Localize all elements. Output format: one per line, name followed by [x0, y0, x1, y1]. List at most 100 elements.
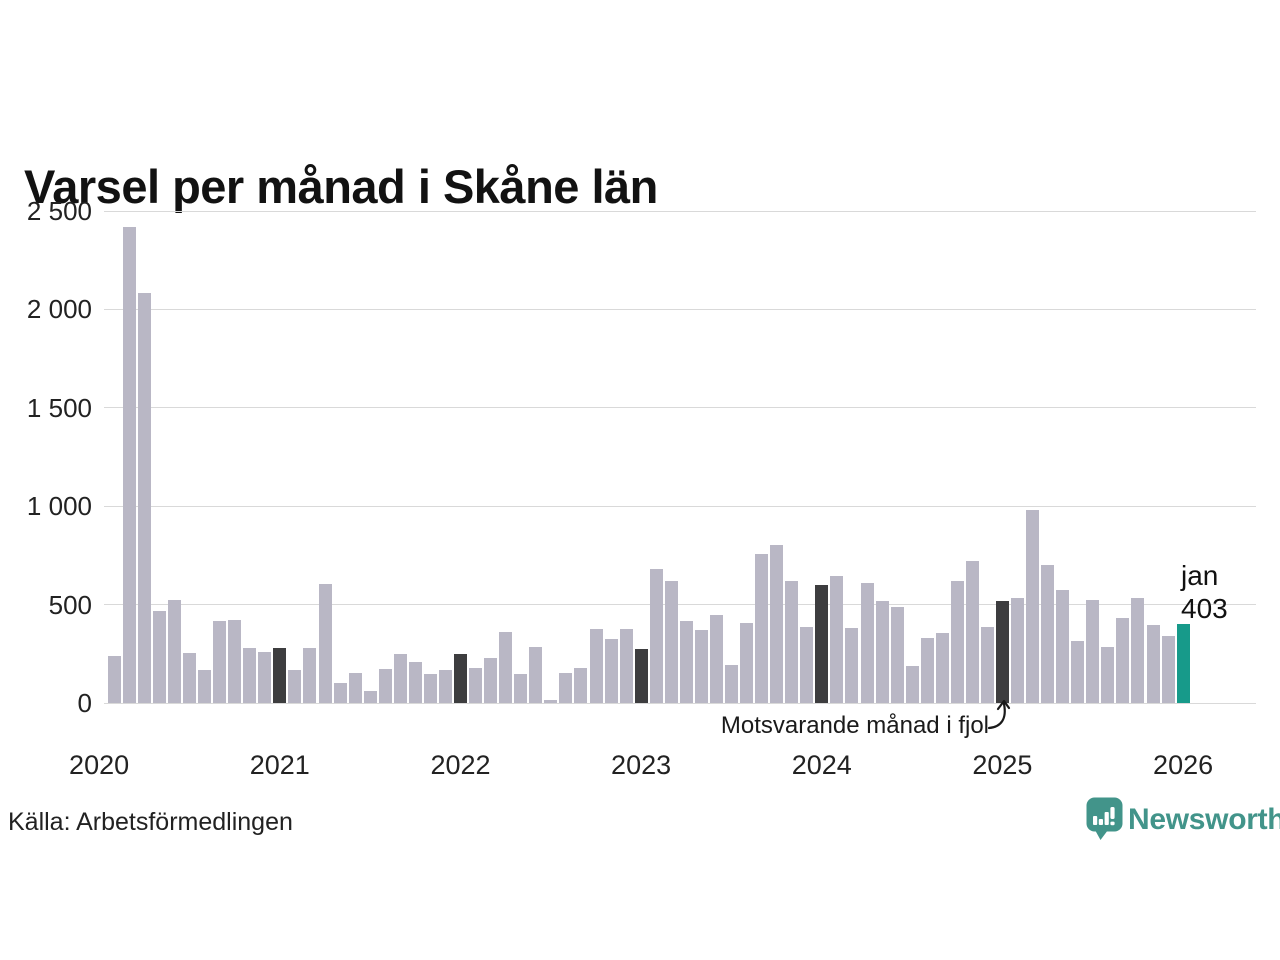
bar-2025-12	[1161, 636, 1175, 703]
bar-2023-05	[694, 630, 708, 703]
bar-2021-04	[318, 583, 332, 703]
bar-2023-04	[679, 621, 693, 703]
bar-2022-10	[589, 629, 603, 703]
bar-2025-09	[1116, 618, 1130, 703]
current-bar-label: jan 403	[1181, 559, 1228, 625]
gridline	[104, 210, 1256, 212]
gridline	[104, 407, 1256, 409]
bar-2024-06	[890, 606, 904, 703]
chart-title: Varsel per månad i Skåne län	[24, 160, 658, 214]
bar-2023-07	[725, 664, 738, 703]
x-year-label-2022: 2022	[430, 750, 491, 780]
bar-2025-06	[1071, 641, 1085, 703]
bar-2021-09	[393, 653, 407, 703]
annotation-arrow-icon	[987, 699, 1011, 730]
y-tick-label: 1 500	[26, 392, 92, 423]
bar-2023-12	[800, 627, 814, 703]
bar-2024-02	[830, 576, 844, 703]
bar-2023-11	[785, 581, 799, 703]
bar-2022-08	[559, 672, 573, 703]
bar-2020-04	[137, 292, 151, 703]
bar-2025-08	[1101, 646, 1115, 703]
bar-2025-05	[1056, 589, 1070, 703]
annotation-label: Motsvarande månad i fjol	[720, 712, 989, 739]
bar-2020-09	[213, 621, 227, 703]
bar-2024-11	[965, 560, 979, 703]
x-year-label-2023: 2023	[611, 750, 672, 780]
bar-2023-09	[755, 554, 769, 703]
y-tick-label: 2 500	[26, 196, 92, 226]
newsworthy-logo-text: Newsworthy	[1128, 803, 1280, 836]
y-tick-label: 500	[48, 589, 92, 620]
bar-2022-06	[529, 646, 543, 703]
bar-2022-02	[469, 667, 482, 703]
x-year-label-2025: 2025	[972, 750, 1033, 780]
bar-2023-06	[709, 615, 723, 703]
bar-2020-08	[198, 669, 211, 703]
bar-2021-07	[363, 691, 377, 703]
bar-2023-02	[649, 569, 663, 703]
newsworthy-logo-icon	[1086, 797, 1123, 840]
bar-2024-07	[905, 665, 919, 703]
bar-2021-11	[423, 673, 437, 703]
bar-2020-07	[183, 652, 196, 703]
current-bar-value-label: 403	[1181, 593, 1228, 624]
bar-2021-10	[408, 661, 422, 703]
bar-2023-08	[740, 623, 753, 703]
bar-2026-01	[1176, 623, 1190, 703]
bar-2024-05	[875, 600, 889, 703]
bar-2020-12	[258, 651, 272, 703]
bar-2022-11	[604, 639, 618, 703]
bar-2021-03	[303, 647, 317, 703]
bar-2020-03	[122, 226, 136, 703]
bar-2025-07	[1086, 599, 1100, 703]
gridline	[104, 702, 1256, 704]
bar-2023-01	[634, 648, 648, 703]
newsworthy-logo: Newsworthy	[1086, 797, 1280, 847]
bar-2020-10	[228, 620, 242, 703]
bar-2025-04	[1041, 564, 1055, 703]
bar-2022-09	[574, 667, 588, 703]
bar-2021-05	[333, 683, 347, 703]
bar-2023-03	[664, 581, 678, 703]
bar-2021-08	[378, 668, 392, 703]
bar-2022-03	[484, 657, 498, 703]
gridline	[104, 505, 1256, 507]
bar-2024-12	[980, 627, 994, 703]
source-label: Källa: Arbetsförmedlingen	[8, 808, 293, 836]
x-year-label-2020: 2020	[69, 750, 130, 780]
bar-2022-05	[514, 673, 528, 703]
bar-2020-02	[107, 655, 121, 703]
bar-2023-10	[770, 544, 784, 703]
x-year-label-2021: 2021	[249, 750, 310, 780]
bar-2022-12	[619, 628, 633, 703]
bar-2024-03	[845, 628, 859, 703]
bar-2022-01	[454, 653, 467, 703]
bar-2024-10	[950, 581, 964, 703]
bar-2021-12	[438, 669, 452, 703]
bar-2025-03	[1026, 509, 1040, 703]
y-tick-label: 2 000	[26, 294, 92, 325]
bar-2024-01	[815, 585, 829, 703]
bar-2024-08	[920, 638, 934, 703]
bar-2024-04	[860, 583, 874, 703]
x-year-label-2024: 2024	[791, 750, 852, 780]
bar-2021-01	[273, 647, 287, 703]
y-tick-label: 1 000	[26, 491, 92, 522]
bar-2020-11	[243, 647, 257, 703]
y-tick-label: 0	[77, 688, 92, 718]
x-year-label-2026: 2026	[1153, 750, 1214, 780]
bar-2021-06	[348, 672, 362, 703]
bar-2022-07	[544, 700, 558, 703]
bar-2025-10	[1131, 598, 1145, 703]
bar-2021-02	[288, 669, 302, 703]
bar-2025-02	[1011, 598, 1024, 703]
bar-chart-plot: 0 500 1 000 1 500 2 000 2 500 2020 2021 2022 202…	[26, 196, 1256, 780]
bar-2025-11	[1146, 625, 1160, 703]
bar-2020-05	[152, 610, 166, 703]
gridline	[104, 604, 1256, 606]
current-bar-month-label: jan	[1181, 560, 1219, 591]
bar-2022-04	[499, 632, 513, 703]
bar-2020-06	[167, 599, 181, 703]
bar-2025-01	[995, 601, 1009, 703]
